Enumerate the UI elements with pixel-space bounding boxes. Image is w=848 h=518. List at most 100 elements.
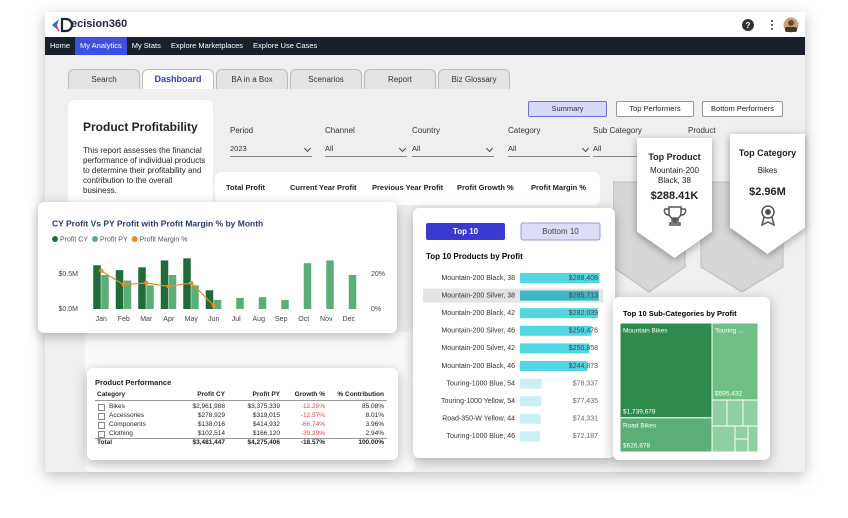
treemap-tile bbox=[619, 322, 713, 419]
category-label: Mountain-200 Black, 38 bbox=[441, 275, 515, 282]
badge-icon bbox=[760, 205, 775, 227]
small-tile bbox=[734, 438, 749, 453]
table-cell: -18.57% bbox=[300, 439, 325, 446]
toggle-label: Bottom 10 bbox=[542, 227, 579, 236]
filter-label: Country bbox=[412, 126, 441, 135]
table-cell: $319,015 bbox=[252, 412, 280, 419]
value-label: $259,476 bbox=[569, 328, 598, 335]
category-label: Mountain-200 Silver, 46 bbox=[441, 328, 515, 335]
table-cell: 100.00% bbox=[358, 439, 384, 446]
bar bbox=[520, 273, 600, 283]
margin-point bbox=[144, 280, 149, 286]
bar bbox=[520, 325, 592, 336]
monthly-chart-card: CY Profit Vs PY Profit with Profit Margi… bbox=[38, 202, 397, 333]
tab[interactable]: Biz Glossary bbox=[438, 69, 510, 89]
top10-chart: Top 10 Bottom 10 Top 10 Products by Profit… bbox=[423, 222, 603, 442]
bar bbox=[520, 343, 590, 354]
toggle-button[interactable] bbox=[520, 222, 601, 241]
table-cell: Growth % bbox=[294, 391, 325, 398]
filter-dropdown[interactable]: 2023 bbox=[230, 144, 312, 157]
x-tick-label: Sep bbox=[275, 316, 288, 323]
value-label: $74,331 bbox=[573, 416, 598, 423]
trophy-icon bbox=[663, 206, 686, 226]
toggle-button[interactable] bbox=[426, 223, 505, 240]
bar bbox=[326, 260, 334, 309]
legend-label: Profit PY bbox=[100, 236, 128, 243]
nav-item[interactable]: Explore Use Cases bbox=[253, 41, 318, 50]
bar bbox=[138, 267, 146, 309]
bar bbox=[520, 396, 542, 407]
value-label: $288,408 bbox=[569, 275, 598, 282]
legend-swatch bbox=[52, 236, 58, 242]
filter-dropdown[interactable]: All bbox=[593, 144, 675, 157]
table-cell: $102,514 bbox=[197, 430, 225, 437]
table-cell: -66.74% bbox=[300, 421, 325, 428]
tab[interactable]: Dashboard bbox=[142, 69, 214, 89]
view-button[interactable]: Bottom Performers bbox=[702, 101, 783, 117]
x-tick-label: Jun bbox=[208, 316, 219, 323]
top-product-card: Top Product Mountain-200 Black, 38 $288.… bbox=[637, 138, 712, 258]
tile-value: $595,432 bbox=[715, 391, 742, 398]
table-cell: Bikes bbox=[109, 403, 125, 410]
value-label: $285,713 bbox=[569, 292, 598, 299]
small-tile bbox=[747, 425, 759, 453]
expand-icon[interactable] bbox=[98, 404, 105, 411]
y-tick-label: $0.0M bbox=[59, 306, 79, 313]
tab[interactable]: Scenarios bbox=[290, 69, 362, 89]
tab[interactable]: Report bbox=[364, 69, 436, 89]
expand-icon[interactable] bbox=[98, 413, 105, 420]
filter-dropdown[interactable]: All bbox=[508, 144, 590, 157]
x-tick-label: Oct bbox=[298, 316, 309, 323]
nav-item[interactable]: Home bbox=[50, 41, 71, 50]
toggle-label: Top 10 bbox=[453, 227, 479, 236]
table-cell: $2,961,988 bbox=[192, 403, 225, 410]
y2-tick-label: 20% bbox=[371, 271, 385, 278]
kpi-label: Current Year Profit bbox=[290, 183, 357, 192]
filter-dropdown[interactable]: All bbox=[325, 144, 407, 157]
bar bbox=[205, 290, 214, 309]
y2-tick-label: 0% bbox=[371, 306, 381, 313]
nav-item[interactable]: Explore Marketplaces bbox=[170, 41, 244, 50]
nav-item[interactable]: My Stats bbox=[131, 41, 161, 50]
bar bbox=[258, 297, 267, 309]
table-cell: $278,929 bbox=[197, 412, 225, 419]
table-cell: 3.96% bbox=[365, 421, 384, 428]
table-cell: Category bbox=[97, 391, 126, 398]
small-tile bbox=[742, 399, 759, 427]
filter-label: Channel bbox=[325, 126, 355, 135]
logo bbox=[52, 17, 73, 33]
tab[interactable]: BA in a Box bbox=[216, 69, 288, 89]
table-cell: % Contribution bbox=[337, 391, 384, 398]
table-cell: Profit PY bbox=[252, 391, 280, 398]
nav-item[interactable]: My Analytics bbox=[75, 37, 127, 55]
category-label: Mountain-200 Black, 46 bbox=[441, 363, 515, 370]
table-cell: -12.25% bbox=[300, 403, 325, 410]
bar bbox=[213, 299, 222, 309]
view-button[interactable]: Top Performers bbox=[616, 101, 694, 117]
table-cell: $414,932 bbox=[252, 421, 280, 428]
tile-label: Mountain Bikes bbox=[623, 328, 668, 335]
bar bbox=[520, 308, 598, 319]
bar bbox=[348, 274, 357, 309]
x-tick-label: Aug bbox=[253, 316, 266, 323]
bar bbox=[520, 290, 599, 301]
shield: Top Product Mountain-200 Black, 38 $288.… bbox=[637, 138, 712, 258]
value-label: $244,873 bbox=[569, 363, 598, 370]
expand-icon[interactable] bbox=[98, 431, 105, 438]
shield: Top Category Bikes $2.96M bbox=[730, 134, 805, 254]
bar bbox=[101, 274, 109, 309]
top-icons[interactable]: ? bbox=[741, 17, 803, 34]
tab[interactable]: Search bbox=[68, 69, 140, 89]
small-tile bbox=[726, 399, 744, 427]
expand-icon[interactable] bbox=[98, 422, 105, 429]
view-button[interactable]: Summary bbox=[528, 101, 607, 117]
report-description: This report assesses the financial perfo… bbox=[83, 146, 206, 195]
value-label: $77,435 bbox=[573, 398, 598, 405]
category-label: Mountain-200 Silver, 38 bbox=[441, 292, 515, 299]
category-label: Touring-1000 Blue, 54 bbox=[447, 380, 516, 387]
table-cell: $3,481,447 bbox=[192, 439, 225, 446]
margin-line bbox=[100, 270, 215, 306]
x-tick-label: Dec bbox=[343, 316, 356, 323]
filter-dropdown[interactable]: All bbox=[412, 144, 494, 157]
bar bbox=[191, 285, 199, 309]
